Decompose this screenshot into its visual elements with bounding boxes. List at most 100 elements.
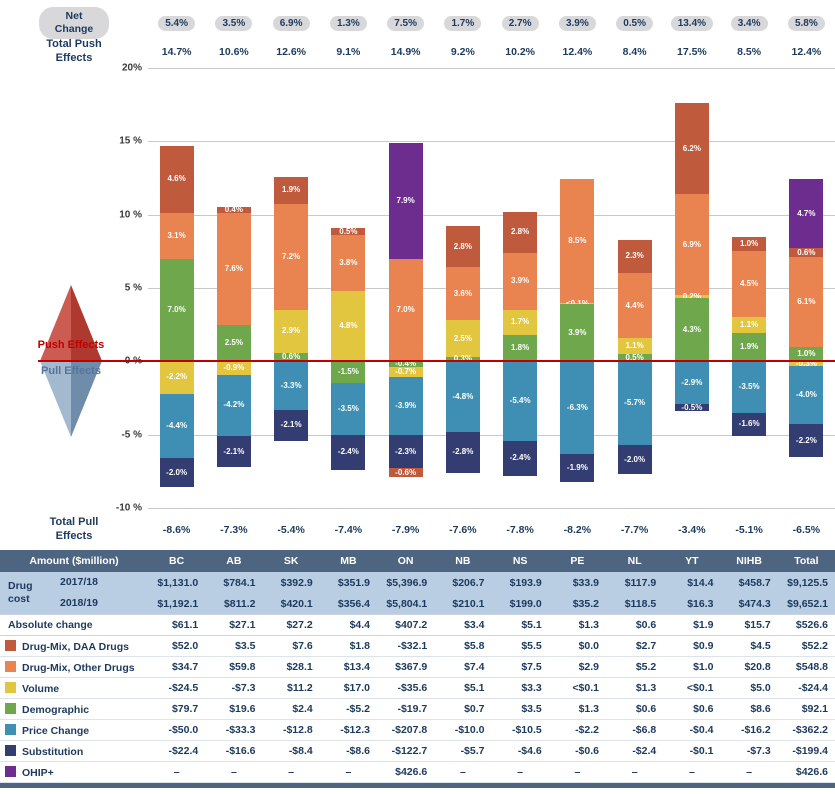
table-cell: $0.6 bbox=[663, 698, 721, 720]
table-cell: – bbox=[262, 761, 320, 783]
legend-swatch-sub-icon bbox=[5, 744, 16, 756]
table-cell: $811.2 bbox=[223, 597, 256, 610]
table-cell: – bbox=[663, 761, 721, 783]
net-change-row-col: 3.4% bbox=[721, 15, 778, 31]
bar-segment-sub: -1.6% bbox=[732, 412, 767, 437]
column-header: NIHB bbox=[736, 555, 762, 567]
legend-label-cell: Drug-Mix, DAA Drugs bbox=[0, 635, 148, 657]
table-cell: $426.6 bbox=[377, 761, 435, 783]
bar-segment-price: -3.5% bbox=[331, 383, 366, 435]
bar-segment-sub: -2.1% bbox=[216, 436, 251, 467]
bar-segment-label: 8.5% bbox=[568, 236, 587, 246]
total-push-row: Total Push Effects 14.7% 10.6% 12.6% 9.1% 14… bbox=[0, 38, 835, 66]
table-cell: -$10.5 bbox=[491, 719, 549, 741]
total-pull-row-value: -7.8% bbox=[506, 524, 534, 536]
bar-segment-sub: -2.8% bbox=[445, 431, 480, 473]
bar-segment-label: 1.0% bbox=[740, 238, 759, 248]
table-cell: $9,652.1 bbox=[787, 597, 828, 610]
column-header: NB bbox=[455, 555, 471, 567]
bar-segment-label: -3.5% bbox=[337, 403, 359, 413]
bar-segment-label: 4.8% bbox=[339, 321, 358, 331]
legend-label: Drug-Mix, DAA Drugs bbox=[22, 640, 129, 653]
table-cell: $5.0 bbox=[720, 677, 778, 699]
bar-segment-label: -2.1% bbox=[223, 446, 245, 456]
net-change-row-value: 1.7% bbox=[444, 15, 482, 31]
bar-segment-label: -2.4% bbox=[337, 447, 359, 457]
table-cell: -$0.6 bbox=[548, 740, 606, 762]
table-cell: – bbox=[491, 761, 549, 783]
total-push-row-col: 10.6% bbox=[205, 46, 262, 58]
gridline bbox=[148, 141, 835, 143]
total-pull-row-col: -7.8% bbox=[492, 524, 549, 536]
table-cell: $0.7 bbox=[434, 698, 492, 720]
table-cell: $5.2 bbox=[606, 656, 664, 678]
net-change-row-value: 6.9% bbox=[272, 15, 310, 31]
bar-segment-other: 3.1% bbox=[159, 213, 194, 259]
total-push-row-col: 8.5% bbox=[721, 46, 778, 58]
total-push-label-cell: Total Push Effects bbox=[0, 38, 148, 66]
table-cell: – bbox=[548, 761, 606, 783]
table-cell: $59.8 bbox=[205, 656, 263, 678]
bar-BC: 4.6% 3.1% 7.0% -2.2% -4.4% -2.0% bbox=[159, 68, 194, 508]
table-cell: -$12.8 bbox=[262, 719, 320, 741]
bar-segment-daa: 1.0% bbox=[732, 236, 767, 252]
column-header: MB bbox=[340, 555, 357, 567]
table-cell: -$5.2 bbox=[319, 698, 377, 720]
bar-segment-label: -1.9% bbox=[566, 462, 588, 472]
bar-segment-label: -0.4% bbox=[395, 359, 417, 369]
bar-segment-label: 0.3% bbox=[453, 354, 472, 364]
column-header: Total bbox=[794, 555, 819, 567]
bar-segment-label: 3.6% bbox=[453, 288, 472, 298]
bar-segment-label: 4.3% bbox=[682, 324, 701, 334]
bar-segment-label: 0.6% bbox=[282, 351, 301, 361]
bar-segment-label: 2.8% bbox=[453, 241, 472, 251]
table-cell: $118.5 bbox=[624, 597, 657, 610]
table-cell: -$362.2 bbox=[777, 719, 835, 741]
bar-segment-other: 7.0% bbox=[388, 258, 423, 362]
total-push-row-value: 9.2% bbox=[450, 46, 475, 58]
bar-segment-price: -4.2% bbox=[216, 374, 251, 437]
y-tick-label: 10 % bbox=[119, 209, 142, 221]
table-cell: -$12.3 bbox=[319, 719, 377, 741]
legend-swatch-other-icon bbox=[5, 660, 16, 672]
table-cell: $199.0 bbox=[509, 597, 542, 610]
net-change-row-value: 3.4% bbox=[730, 15, 768, 31]
total-pull-row: Total Pull Effects -8.6% -7.3% -5.4% -7.4% -… bbox=[0, 512, 835, 548]
table-row-ohip: OHIP+ – – – – $426.6– – – – – – $426.6 bbox=[0, 761, 835, 783]
bar-NS: 2.8% 3.9% 1.7% 1.8% -5.4% -2.4% bbox=[503, 68, 538, 508]
bar-segment-label: 2.9% bbox=[282, 326, 301, 336]
bar-segment-label: 6.1% bbox=[797, 296, 816, 306]
total-pull-row-col: -5.1% bbox=[721, 524, 778, 536]
bar-segment-vol: -0.3% bbox=[789, 359, 824, 367]
table-cell: $34.7 bbox=[148, 656, 206, 678]
bar-segment-other: 3.8% bbox=[331, 235, 366, 291]
legend-label-cell: Demographic bbox=[0, 698, 148, 720]
total-push-row-col: 8.4% bbox=[606, 46, 663, 58]
bar-NL: 2.3% 4.4% 1.1% 0.5% -5.7% -2.0% bbox=[617, 68, 652, 508]
table-cell: $17.0 bbox=[319, 677, 377, 699]
bar-segment-label: 0.2% bbox=[682, 291, 701, 301]
table-cell: $11.2 bbox=[262, 677, 320, 699]
table-cell: $1.8 bbox=[319, 635, 377, 657]
legend-swatch-ohip-icon bbox=[5, 765, 16, 777]
bar-segment-demo: 0.5% bbox=[617, 353, 652, 362]
table-cell: $9,125.5 bbox=[787, 576, 828, 589]
bar-segment-sub: -2.4% bbox=[331, 434, 366, 470]
bar-segment-label: -4.4% bbox=[166, 420, 188, 430]
table-cell: $5,804.1 bbox=[386, 597, 428, 610]
bar-segment-label: 2.3% bbox=[625, 251, 644, 261]
zero-line bbox=[38, 360, 835, 363]
bar-segment-label: 0.6% bbox=[797, 247, 816, 257]
bar-segment-label: -2.4% bbox=[509, 453, 531, 463]
bar-segment-sub: -2.1% bbox=[274, 409, 309, 441]
table-cell: $2.7 bbox=[606, 635, 664, 657]
net-change-row-col: 1.7% bbox=[434, 15, 491, 31]
table-row-other: Drug-Mix, Other Drugs $34.7 $59.8 $28.1 $13.… bbox=[0, 656, 835, 678]
bar-segment-label: 3.1% bbox=[167, 230, 186, 240]
column-header: Amount ($million) bbox=[29, 555, 119, 567]
bar-segment-label: -2.0% bbox=[624, 454, 646, 464]
legend-swatch-daa-icon bbox=[5, 639, 16, 651]
legend-label: Demographic bbox=[22, 703, 90, 716]
total-pull-row-value: -8.6% bbox=[162, 524, 191, 536]
table-cell: $426.6 bbox=[777, 761, 835, 783]
